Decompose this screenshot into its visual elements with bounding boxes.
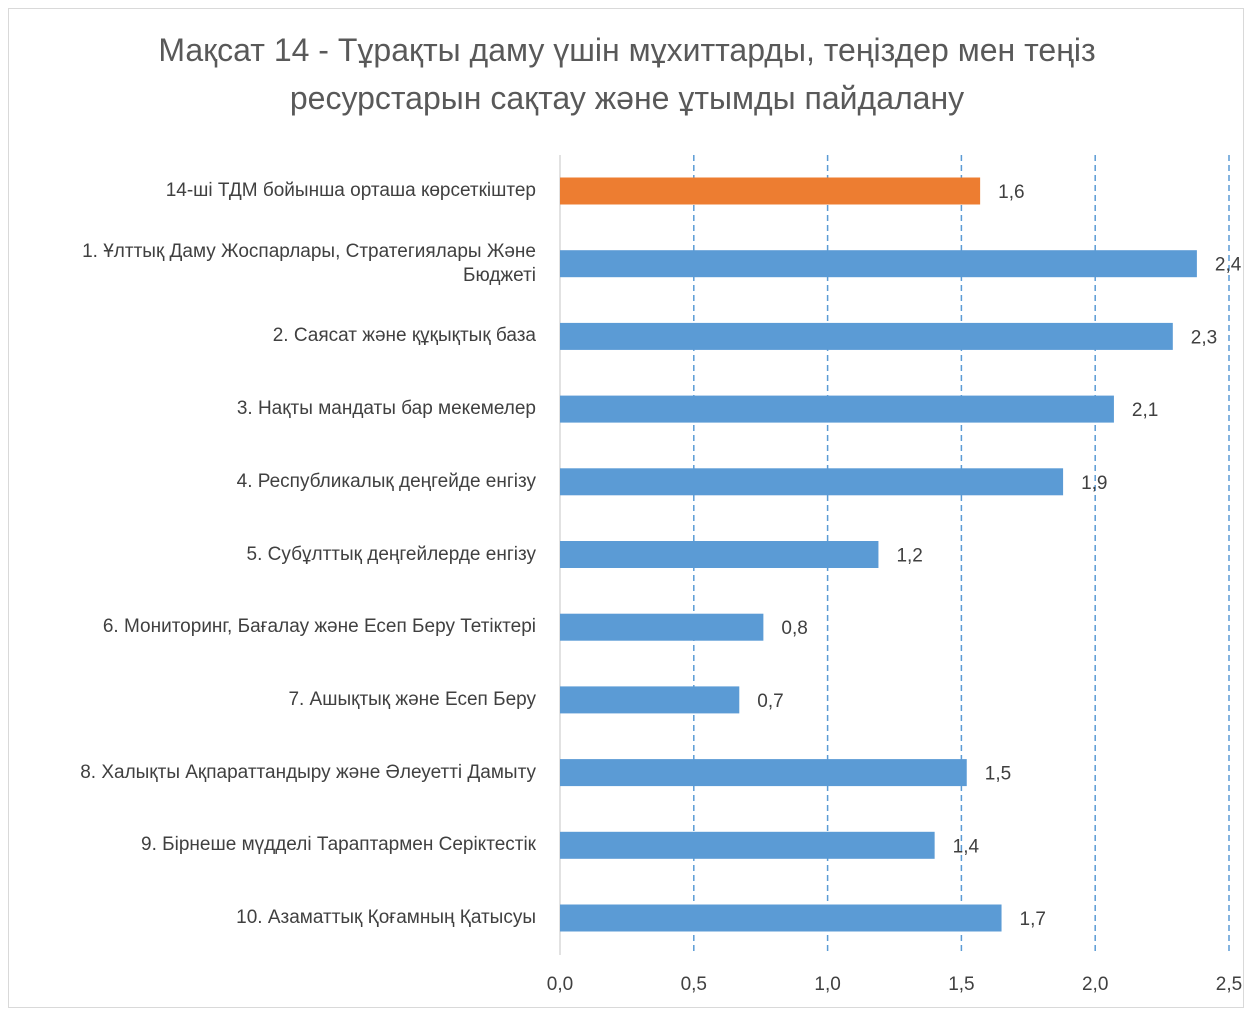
bar	[560, 541, 879, 568]
data-label: 1,4	[953, 836, 980, 857]
bar	[560, 831, 935, 859]
bar	[560, 395, 1114, 423]
x-tick-label: 1,5	[948, 974, 974, 995]
y-tick-label: 1. Ұлттық Даму Жоспарлары, Стратегиялары…	[82, 240, 536, 286]
data-label: 1,2	[896, 546, 922, 567]
y-tick-label: 4. Республикалық деңгейде енгізу	[236, 470, 536, 492]
data-label: 0,7	[757, 691, 783, 712]
bar	[560, 322, 1173, 350]
bar	[560, 613, 764, 641]
data-label: 1,6	[998, 182, 1024, 203]
y-tick-label: 9. Бірнеше мүдделі Тараптармен Серіктест…	[141, 834, 536, 856]
bar	[560, 468, 1064, 496]
y-tick-label: 3. Нақты мандаты бар мекемелер	[236, 398, 536, 420]
data-label: 1,9	[1081, 473, 1107, 494]
bar	[560, 759, 967, 787]
y-tick-label: 8. Халықты Ақпараттандыру және Әлеуетті …	[80, 761, 536, 783]
y-tick-label: 7. Ашықтық және Есеп Беру	[288, 688, 536, 710]
data-label: 0,8	[781, 618, 807, 639]
data-label: 2,3	[1191, 327, 1217, 348]
x-tick-label: 0,5	[681, 974, 707, 995]
data-label: 2,4	[1215, 255, 1242, 276]
y-tick-label: 5. Субұлттық деңгейлерде енгізу	[246, 543, 536, 565]
data-label: 1,5	[985, 764, 1011, 785]
chart-title: Мақсат 14 - Тұрақты даму үшін мұхиттарды…	[158, 32, 1096, 116]
data-label: 1,7	[1020, 909, 1046, 930]
bar	[560, 686, 740, 714]
bar	[560, 177, 981, 205]
x-tick-label: 2,5	[1216, 974, 1242, 995]
y-tick-label: 14-ші ТДМ бойынша орташа көрсеткіштер	[165, 180, 536, 201]
bar	[560, 904, 1002, 932]
chart-frame	[8, 8, 1244, 1008]
y-tick-label: 6. Мониторинг, Бағалау және Есеп Беру Те…	[102, 616, 536, 638]
x-tick-label: 0,0	[547, 974, 573, 995]
y-tick-label: 2. Саясат және құқықтық база	[272, 325, 536, 347]
bar	[560, 250, 1197, 278]
x-tick-label: 2,0	[1082, 974, 1108, 995]
data-label: 2,1	[1132, 400, 1158, 421]
y-tick-label: 10. Азаматтық Қоғамның Қатысуы	[236, 907, 536, 928]
x-tick-label: 1,0	[814, 974, 840, 995]
